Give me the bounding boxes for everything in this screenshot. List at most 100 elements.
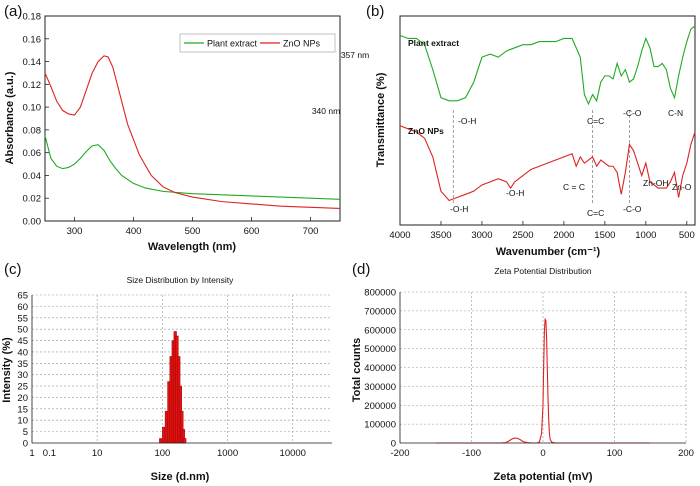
b-xtick-label: 3000 [471, 230, 492, 241]
a-series-plant-extract [44, 135, 341, 200]
c-xtick-label: 10000 [280, 448, 306, 459]
a-annotation-340: 340 nm [312, 106, 340, 116]
c-ylabel: Intensity (%) [1, 337, 13, 403]
b-ann-zno-co: -C-O [623, 204, 642, 214]
panel-d-zeta: Zeta Potential Distribution 0 100000 20000… [351, 266, 694, 483]
panel-b-frame [399, 15, 696, 226]
b-ann-zno-oh2: -O-H [506, 188, 524, 198]
b-label-plant-extract: Plant extract [408, 38, 459, 48]
b-ylabel: Transmittance (%) [375, 72, 387, 167]
c-ytick-label: 65 [17, 291, 28, 302]
b-ann-zno-cc1: C = C [563, 182, 585, 192]
a-ytick-label: 0.02 [23, 194, 42, 205]
b-xtick-label: 500 [679, 230, 695, 241]
b-ann-zno-zno: Zn-O [672, 182, 692, 192]
d-ytick-label: 100000 [364, 420, 396, 431]
a-ytick-label: 0.12 [23, 80, 42, 91]
b-xtick-label: 2500 [512, 230, 533, 241]
c-ytick-label: 50 [17, 325, 28, 336]
b-xtick-label: 1000 [635, 230, 656, 241]
a-ytick-label: 0.04 [23, 171, 42, 182]
a-xtick-label: 600 [244, 226, 260, 237]
d-xtick-label: -200 [390, 448, 409, 459]
c-ytick-label: 5 [23, 427, 28, 438]
panel-label-b: (b) [366, 3, 384, 20]
d-ytick-label: 600000 [364, 325, 396, 336]
panel-b-ftir: 4000 3500 3000 2500 2000 1500 1000 500 Plant ex… [375, 15, 696, 258]
b-ann-plant-cc: C=C [587, 116, 604, 126]
c-ytick-label: 30 [17, 370, 28, 381]
panel-c-dls: Size Distribution by Intensity 051015202… [1, 275, 332, 483]
a-xtick-label: 700 [303, 226, 319, 237]
c-bar [183, 438, 187, 444]
c-ytick-label: 20 [17, 393, 28, 404]
d-ytick-label: 800000 [364, 288, 396, 299]
c-xtick-label: 0.1 [43, 448, 56, 459]
d-xtick-label: -100 [462, 448, 481, 459]
panel-label-c: (c) [4, 261, 22, 278]
a-ytick-label: 0.10 [23, 103, 42, 114]
c-ytick-label: 60 [17, 302, 28, 313]
a-legend-zno: ZnO NPs [283, 39, 321, 49]
a-ytick-label: 0.18 [23, 12, 42, 23]
a-legend [179, 33, 336, 53]
c-ytick-label: 10 [17, 416, 28, 427]
d-xlabel: Zeta potential (mV) [493, 471, 592, 483]
c-bar [159, 438, 163, 444]
d-ytick-label: 300000 [364, 382, 396, 393]
d-ylabel: Total counts [351, 338, 363, 403]
panel-a-uv-vis: 0.00 0.02 0.04 0.06 0.08 0.10 0.12 0.14 0.16 0.18… [4, 12, 369, 254]
a-ytick-label: 0.06 [23, 148, 42, 159]
b-ann-plant-co: -C-O [623, 108, 642, 118]
d-title: Zeta Potential Distribution [494, 266, 592, 276]
b-xtick-label: 3500 [430, 230, 451, 241]
c-xtick-label: 1 [29, 448, 34, 459]
c-ytick-label: 40 [17, 347, 28, 358]
a-ytick-label: 0.00 [23, 217, 42, 228]
a-series-zno-nps [44, 55, 341, 210]
c-xtick-label: 1000 [217, 448, 238, 459]
b-ann-plant-oh: -O-H [458, 116, 476, 126]
b-xlabel: Wavenumber (cm⁻¹) [496, 246, 601, 258]
d-xtick-label: 0 [540, 448, 545, 459]
a-xtick-label: 300 [67, 226, 83, 237]
a-annotation-357: 357 nm [341, 50, 369, 60]
b-series-plant-extract [399, 25, 696, 106]
d-xtick-label: 100 [607, 448, 623, 459]
b-label-zno-nps: ZnO NPs [408, 126, 444, 136]
d-ytick-label: 0 [391, 439, 396, 450]
b-xtick-label: 1500 [594, 230, 615, 241]
b-xtick-label: 4000 [389, 230, 410, 241]
d-ytick-label: 200000 [364, 401, 396, 412]
c-bar [162, 426, 166, 444]
d-ytick-label: 500000 [364, 344, 396, 355]
a-xtick-label: 400 [126, 226, 142, 237]
c-ytick-label: 55 [17, 313, 28, 324]
c-xlabel: Size (d.nm) [151, 471, 210, 483]
a-ytick-label: 0.08 [23, 125, 42, 136]
b-xtick-label: 2000 [553, 230, 574, 241]
a-xtick-label: 500 [185, 226, 201, 237]
b-ann-zno-cc2: C=C [587, 208, 604, 218]
c-ytick-label: 15 [17, 404, 28, 415]
c-ytick-label: 0 [23, 439, 28, 450]
b-ann-zno-znoh: Zn-OH [643, 178, 669, 188]
b-ann-zno-oh1: -O-H [450, 204, 468, 214]
d-ytick-label: 400000 [364, 363, 396, 374]
a-ytick-label: 0.14 [23, 57, 42, 68]
c-ytick-label: 35 [17, 359, 28, 370]
a-ytick-label: 0.16 [23, 34, 42, 45]
c-title: Size Distribution by Intensity [127, 275, 235, 285]
d-xtick-label: 200 [678, 448, 694, 459]
c-xtick-label: 10 [92, 448, 103, 459]
a-ylabel: Absorbance (a.u.) [4, 71, 16, 164]
panel-label-a: (a) [4, 3, 22, 20]
d-ytick-label: 700000 [364, 306, 396, 317]
c-ytick-label: 45 [17, 336, 28, 347]
a-xlabel: Wavelength (nm) [148, 241, 237, 253]
c-xtick-label: 100 [154, 448, 170, 459]
b-ann-plant-cn: C-N [668, 108, 683, 118]
a-legend-plant: Plant extract [207, 39, 258, 49]
d-series-zeta [435, 317, 651, 444]
